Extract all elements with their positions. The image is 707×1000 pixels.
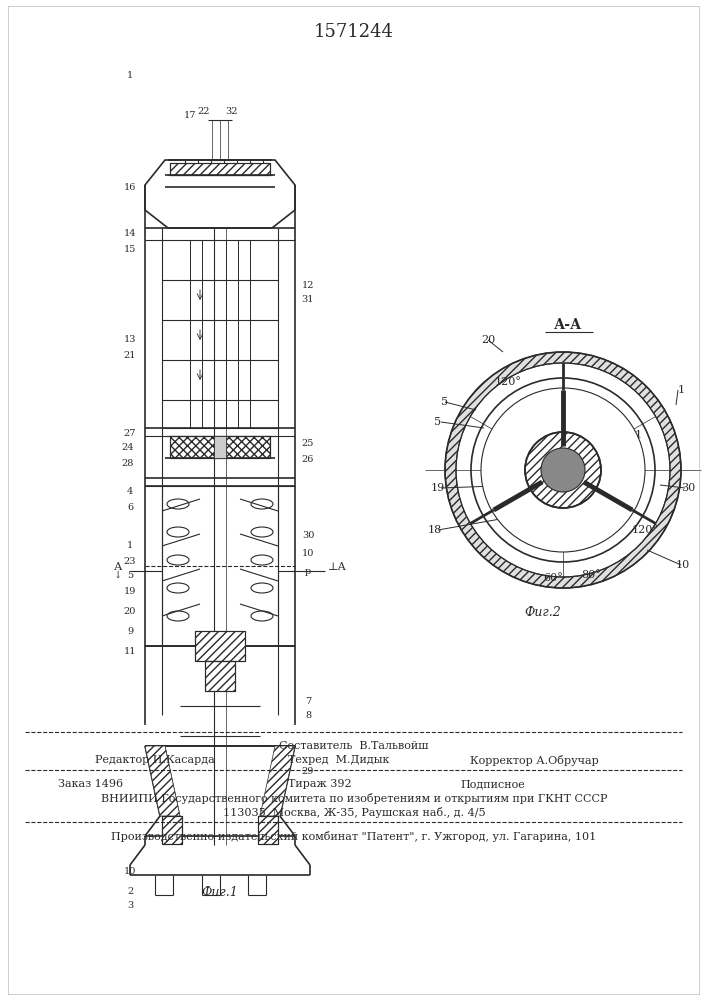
Text: 31: 31 — [302, 296, 314, 304]
Text: 23: 23 — [124, 556, 136, 566]
Bar — [170, 436, 270, 458]
Text: 10: 10 — [302, 550, 314, 558]
Text: 60°: 60° — [543, 573, 563, 583]
Text: 16: 16 — [124, 184, 136, 192]
Text: 20: 20 — [481, 335, 495, 345]
Bar — [205, 661, 235, 691]
Text: А-А: А-А — [554, 318, 582, 332]
Bar — [258, 816, 278, 844]
Text: 14: 14 — [124, 229, 136, 237]
Text: 30: 30 — [681, 483, 695, 493]
Text: 10: 10 — [676, 560, 690, 570]
Text: 30: 30 — [302, 532, 314, 540]
Text: 24: 24 — [122, 444, 134, 452]
Text: А: А — [114, 562, 122, 572]
Text: 25: 25 — [302, 438, 314, 448]
Text: 2: 2 — [127, 886, 133, 896]
Text: Заказ 1496: Заказ 1496 — [58, 779, 123, 789]
Circle shape — [481, 388, 645, 552]
Text: 120°: 120° — [495, 377, 522, 387]
Text: 1: 1 — [127, 542, 133, 550]
Bar — [195, 631, 245, 661]
Bar — [258, 816, 278, 844]
Polygon shape — [260, 746, 295, 816]
Text: 18: 18 — [428, 525, 442, 535]
Text: 28: 28 — [122, 458, 134, 468]
Text: 120°: 120° — [631, 525, 658, 535]
Text: 11: 11 — [124, 647, 136, 656]
Text: 9: 9 — [127, 626, 133, 636]
Text: 32: 32 — [226, 107, 238, 116]
Text: Фиг.2: Фиг.2 — [525, 606, 561, 619]
Text: 1: 1 — [634, 430, 641, 440]
Text: 1: 1 — [677, 385, 684, 395]
Bar — [205, 661, 235, 691]
Text: 7: 7 — [305, 696, 311, 706]
Bar — [195, 631, 245, 661]
Text: Тираж 392: Тираж 392 — [288, 779, 351, 789]
Text: Корректор А.Обручар: Корректор А.Обручар — [470, 754, 599, 766]
Text: 8: 8 — [305, 712, 311, 720]
Text: 21: 21 — [124, 351, 136, 360]
Text: 1: 1 — [127, 72, 133, 81]
Text: Производственно-издательский комбинат "Патент", г. Ужгород, ул. Гагарина, 101: Производственно-издательский комбинат "П… — [112, 830, 597, 842]
Text: 5: 5 — [434, 417, 442, 427]
Text: р: р — [305, 566, 311, 576]
Text: 29: 29 — [302, 766, 314, 776]
Text: 5: 5 — [127, 572, 133, 580]
Circle shape — [525, 432, 601, 508]
Bar — [170, 436, 270, 458]
Polygon shape — [145, 746, 180, 816]
Text: 15: 15 — [124, 245, 136, 254]
Text: Составитель  В.Тальвойш: Составитель В.Тальвойш — [279, 741, 428, 751]
Text: 19: 19 — [124, 586, 136, 595]
Bar — [162, 816, 182, 844]
Text: 22: 22 — [198, 107, 210, 116]
Text: Подписное: Подписное — [460, 779, 525, 789]
Text: 26: 26 — [302, 456, 314, 464]
Text: 6: 6 — [127, 504, 133, 512]
Text: Редактор И.Касарда: Редактор И.Касарда — [95, 755, 215, 765]
Text: Фиг.1: Фиг.1 — [201, 886, 238, 900]
Text: 3: 3 — [127, 902, 133, 910]
Bar — [170, 163, 270, 175]
Text: Техред  М.Дидык: Техред М.Дидык — [288, 755, 390, 765]
Text: ↓: ↓ — [114, 570, 122, 580]
Text: 20: 20 — [124, 606, 136, 615]
Text: 19: 19 — [431, 483, 445, 493]
Bar — [162, 816, 182, 844]
Text: 5: 5 — [441, 397, 448, 407]
Circle shape — [541, 448, 585, 492]
Text: 4: 4 — [127, 487, 133, 495]
Text: 13: 13 — [124, 336, 136, 344]
Text: 12: 12 — [302, 280, 314, 290]
Bar — [214, 436, 226, 458]
Polygon shape — [145, 746, 180, 816]
Text: 1571244: 1571244 — [314, 23, 394, 41]
Text: ⊥А: ⊥А — [328, 562, 347, 572]
Text: 10: 10 — [124, 866, 136, 876]
Text: 27: 27 — [124, 428, 136, 438]
Text: 80°: 80° — [581, 570, 601, 580]
Text: 113035, Москва, Ж-35, Раушская наб., д. 4/5: 113035, Москва, Ж-35, Раушская наб., д. … — [223, 806, 485, 818]
Bar — [170, 163, 270, 175]
Text: 17: 17 — [184, 110, 197, 119]
Text: ВНИИПИ Государственного комитета по изобретениям и открытиям при ГКНТ СССР: ВНИИПИ Государственного комитета по изоб… — [101, 792, 607, 804]
